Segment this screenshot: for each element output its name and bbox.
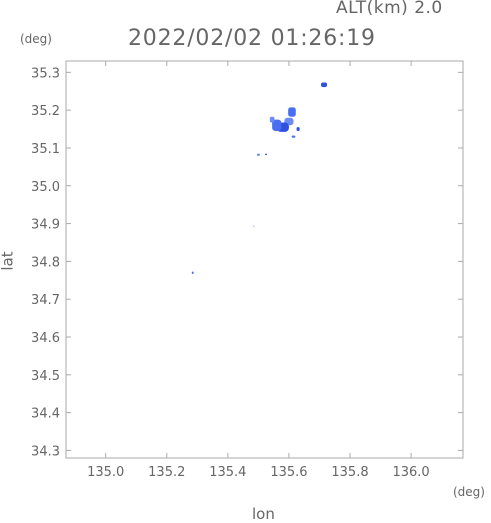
y-axis-unit: (deg) [20,32,52,46]
echo-cell [191,271,194,274]
y-tick-label: 35.2 [31,104,60,119]
x-axis-ticks: 135.0 135.2 135.4 135.6 135.8 136.0 [87,61,430,480]
x-tick-label: 135.0 [87,465,124,480]
y-tick-label: 34.6 [31,331,60,346]
y-tick-label: 34.7 [31,293,60,308]
echo-cell [265,153,267,156]
echo-cell [320,82,328,88]
y-tick-label: 34.4 [31,407,60,422]
x-tick-label: 135.4 [209,465,246,480]
y-tick-label: 34.9 [31,218,60,233]
y-tick-label: 35.0 [31,180,60,195]
y-tick-label: 34.8 [31,255,60,270]
echo-cells [191,82,328,274]
x-tick-label: 136.0 [392,465,429,480]
y-tick-label: 34.5 [31,369,60,384]
y-axis-ticks: 34.3 34.4 34.5 34.6 34.7 34.8 34.9 35.0 35.1 35.2… [31,66,463,459]
echo-cell [296,127,300,131]
echo-cell [269,116,275,123]
x-tick-label: 135.8 [331,465,368,480]
echo-cell [253,225,255,227]
altitude-label: ALT(km) 2.0 [336,0,443,18]
echo-cell [288,107,296,117]
y-tick-label: 34.3 [31,444,60,459]
x-tick-label: 135.6 [270,465,307,480]
plot-frame [65,60,464,459]
x-axis-label: lon [252,505,275,523]
x-axis-unit: (deg) [453,485,485,499]
y-tick-label: 35.3 [31,66,60,81]
x-tick-label: 135.2 [148,465,185,480]
echo-cell [256,153,260,156]
echo-cell [272,119,282,131]
y-tick-label: 35.1 [31,142,60,157]
echo-cell [291,135,296,138]
timestamp-title: 2022/02/02 01:26:19 [128,26,376,51]
